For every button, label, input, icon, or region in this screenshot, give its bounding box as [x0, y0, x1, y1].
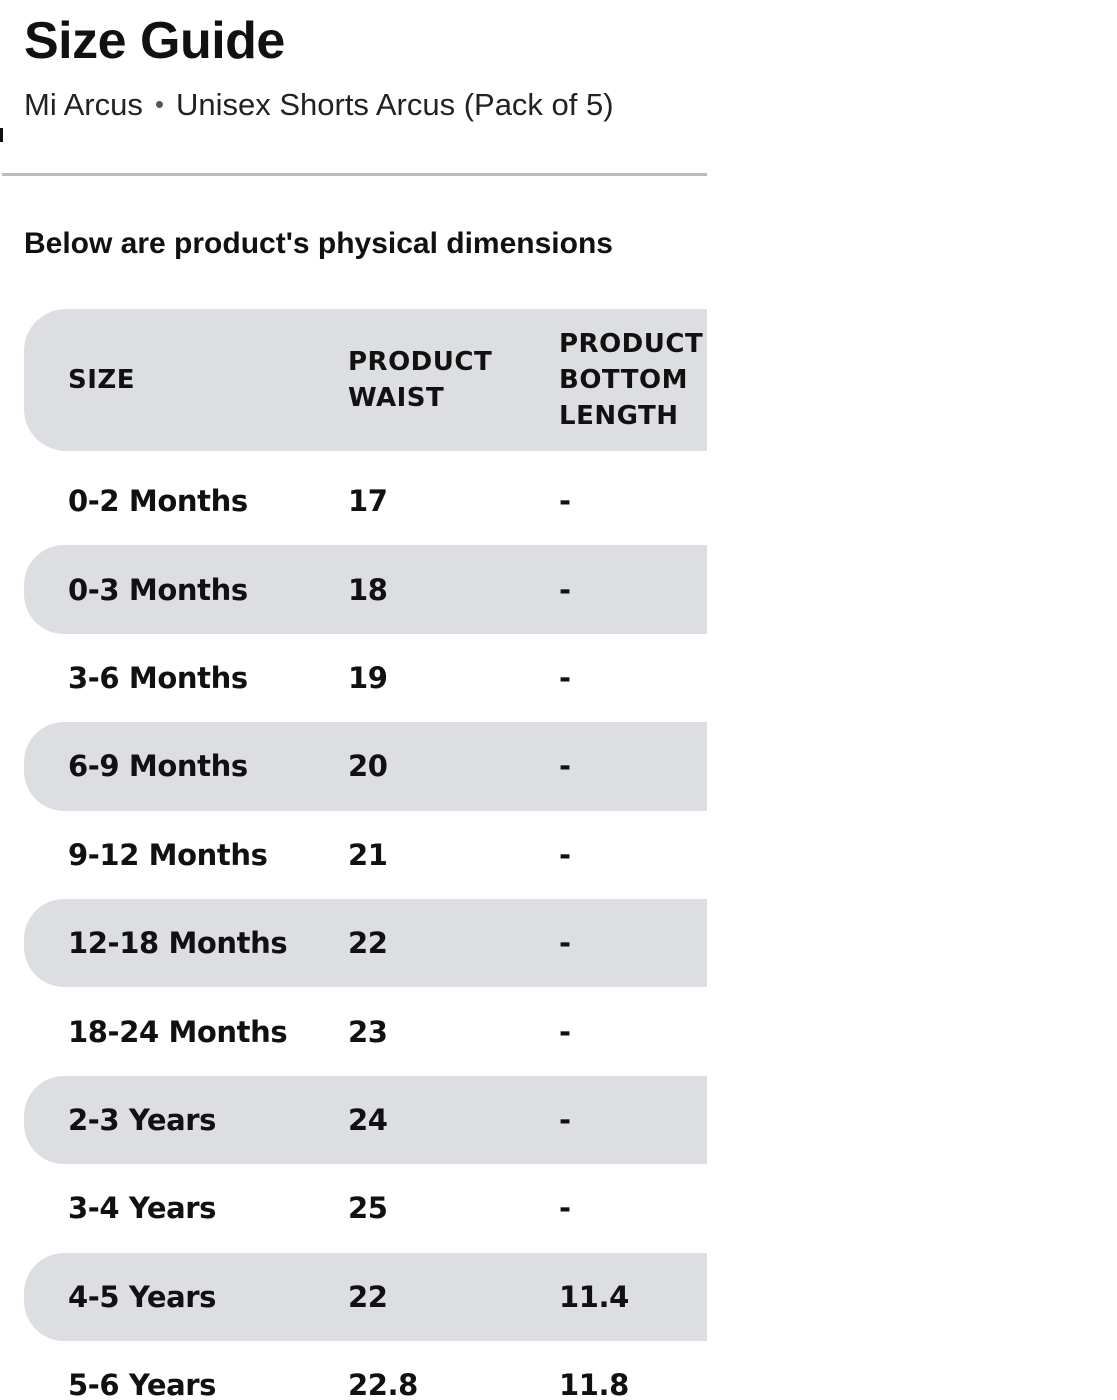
cell-size: 18-24 Months [68, 1014, 288, 1049]
cell-bottom-length: - [559, 749, 571, 784]
column-header-waist: PRODUCT WAIST [348, 309, 538, 451]
cell-bottom-length: - [559, 572, 571, 607]
cell-bottom-length: - [559, 926, 571, 961]
cell-size: 0-2 Months [68, 484, 248, 519]
table-row: 6-9 Months 20 - [24, 722, 707, 811]
table-row: 9-12 Months 21 - [24, 811, 707, 899]
header-line: SIZE [68, 365, 136, 395]
table-row: 0-2 Months 17 - [24, 457, 707, 545]
header-line: WAIST [348, 383, 445, 413]
dimensions-intro: Below are product's physical dimensions [24, 227, 613, 260]
cell-waist: 23 [348, 1014, 388, 1049]
table-row: 18-24 Months 23 - [24, 987, 707, 1075]
cell-size: 5-6 Years [68, 1368, 217, 1400]
cell-bottom-length: - [559, 1014, 571, 1049]
product-name: Unisex Shorts Arcus (Pack of 5) [175, 87, 614, 122]
cell-waist: 21 [348, 837, 388, 872]
table-row: 3-4 Years 25 - [24, 1164, 707, 1252]
column-header-size: SIZE [68, 309, 318, 451]
header-line: LENGTH [559, 401, 679, 431]
cell-waist: 17 [348, 484, 388, 519]
separator-dot: • [154, 89, 164, 119]
table-row: 3-6 Months 19 - [24, 634, 707, 722]
table-header: SIZE PRODUCT WAIST PRODUCT BOTTOM LENGTH [24, 309, 707, 451]
cell-waist: 20 [348, 749, 388, 784]
cell-waist: 22 [348, 1279, 388, 1314]
cell-size: 2-3 Years [68, 1102, 217, 1137]
brand-name: Mi Arcus [24, 87, 143, 122]
table-row: 5-6 Years 22.8 11.8 [24, 1341, 707, 1400]
cell-bottom-length: 11.8 [559, 1368, 629, 1400]
page-title: Size Guide [24, 12, 285, 70]
edge-marker [0, 128, 3, 142]
column-header-bottom-length: PRODUCT BOTTOM LENGTH [559, 309, 707, 451]
header-line: PRODUCT [559, 329, 704, 359]
cell-size: 9-12 Months [68, 837, 268, 872]
table-row: 4-5 Years 22 11.4 [24, 1252, 707, 1341]
table-row: 12-18 Months 22 - [24, 898, 707, 988]
cell-size: 3-4 Years [68, 1191, 217, 1226]
cell-waist: 25 [348, 1191, 388, 1226]
cell-size: 6-9 Months [68, 749, 248, 784]
cell-size: 3-6 Months [68, 660, 248, 695]
product-subtitle: Mi Arcus • Unisex Shorts Arcus (Pack of 5) [24, 84, 614, 125]
cell-bottom-length: 11.4 [559, 1279, 629, 1314]
cell-bottom-length: - [559, 484, 571, 519]
header-line: PRODUCT [348, 347, 493, 377]
cell-waist: 22 [348, 926, 388, 961]
cell-waist: 19 [348, 660, 388, 695]
cell-waist: 18 [348, 572, 388, 607]
cell-bottom-length: - [559, 660, 571, 695]
cell-size: 12-18 Months [68, 926, 288, 961]
cell-bottom-length: - [559, 837, 571, 872]
size-guide-panel: Size Guide Mi Arcus • Unisex Shorts Arcus … [0, 12, 707, 1400]
cell-waist: 24 [348, 1102, 388, 1137]
header-line: BOTTOM [559, 365, 688, 395]
table-row: 2-3 Years 24 - [24, 1075, 707, 1165]
cell-size: 0-3 Months [68, 572, 248, 607]
cell-size: 4-5 Years [68, 1279, 217, 1314]
header-divider [2, 173, 707, 176]
cell-waist: 22.8 [348, 1368, 418, 1400]
table-row: 0-3 Months 18 - [24, 545, 707, 634]
cell-bottom-length: - [559, 1102, 571, 1137]
table-body: 0-2 Months 17-0-3 Months 18-3-6 Months 19-6… [24, 457, 707, 1400]
cell-bottom-length: - [559, 1191, 571, 1226]
size-table: SIZE PRODUCT WAIST PRODUCT BOTTOM LENGTH… [24, 309, 707, 1400]
